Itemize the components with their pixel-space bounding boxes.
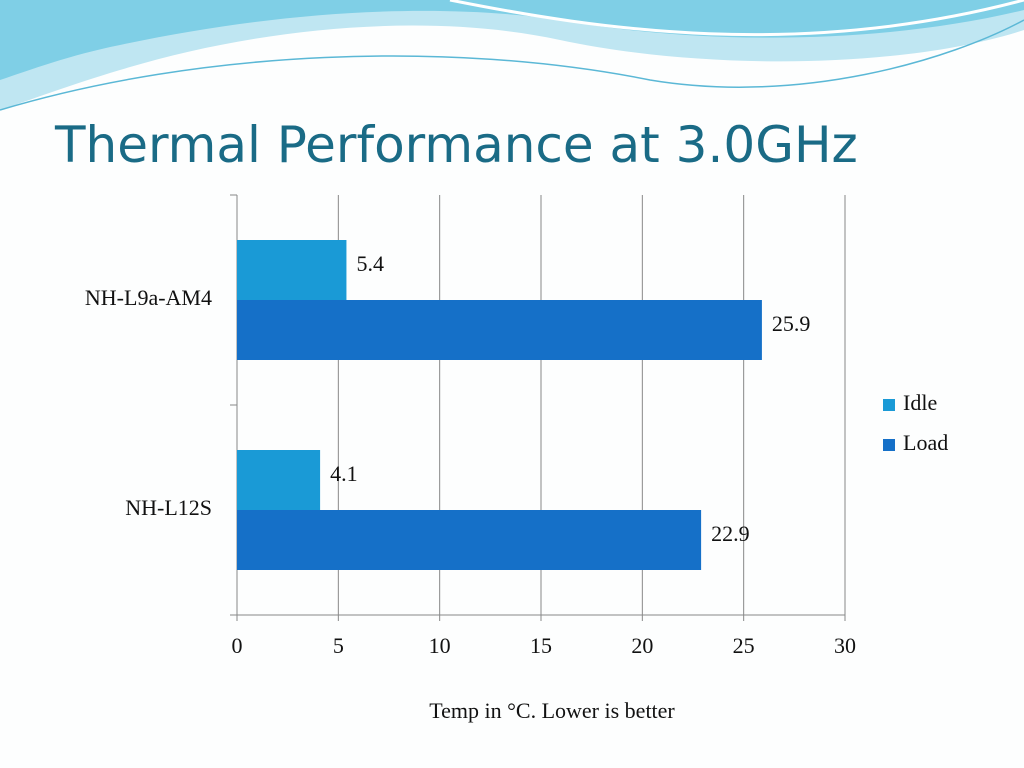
bar — [237, 450, 321, 510]
legend-label: Load — [903, 430, 948, 455]
x-tick-label: 5 — [333, 633, 344, 658]
value-label: 5.4 — [356, 251, 384, 276]
legend-label: Idle — [903, 390, 937, 415]
value-label: 25.9 — [772, 311, 811, 336]
wave-line — [0, 19, 1024, 111]
y-tick-label: NH-L9a-AM4 — [85, 285, 212, 310]
bar — [237, 300, 762, 360]
y-tick-label: NH-L12S — [125, 495, 212, 520]
wave-line — [449, 0, 1024, 37]
x-axis-label: Temp in °C. Lower is better — [429, 698, 675, 723]
x-tick-label: 10 — [429, 633, 451, 658]
wave-decoration — [0, 0, 1024, 80]
value-label: 22.9 — [711, 521, 750, 546]
bar — [237, 240, 347, 300]
x-tick-label: 0 — [232, 633, 243, 658]
value-label: 4.1 — [330, 461, 358, 486]
chart-title: Thermal Performance at 3.0GHz — [54, 116, 858, 174]
x-tick-label: 30 — [834, 633, 856, 658]
legend-swatch — [883, 439, 895, 451]
bar — [237, 510, 702, 570]
x-tick-label: 15 — [530, 633, 552, 658]
x-tick-label: 25 — [733, 633, 755, 658]
legend-swatch — [883, 399, 895, 411]
x-tick-label: 20 — [631, 633, 653, 658]
